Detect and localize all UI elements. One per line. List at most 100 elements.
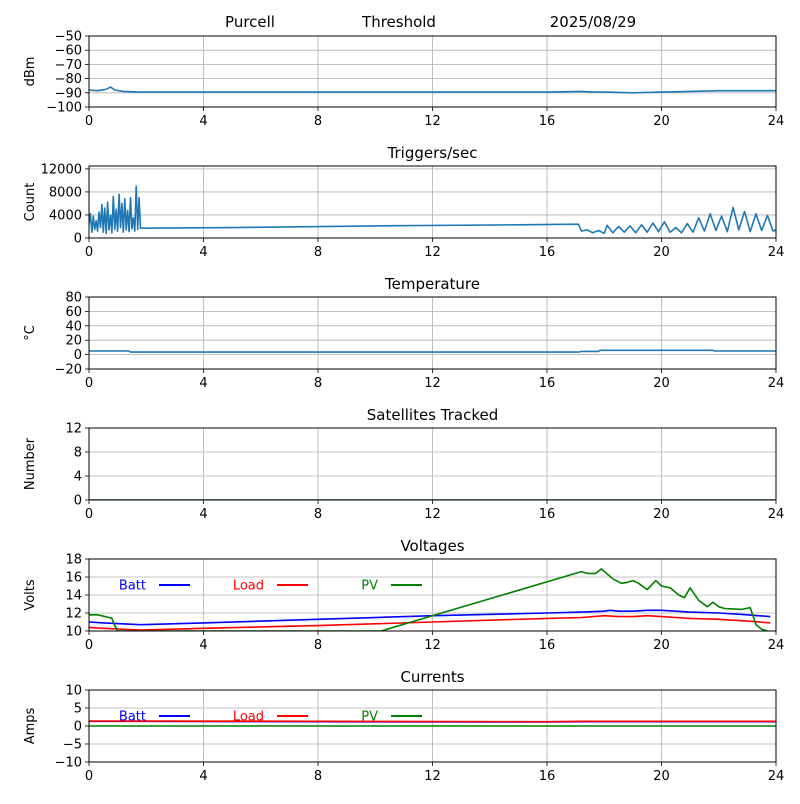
y-tick-label: −10: [55, 756, 82, 771]
x-tick-label: 20: [653, 245, 670, 260]
y-axis-label: dBm: [23, 57, 38, 87]
chart-panel-4: 0 4 8 12 16 20 24 0 4 8 12 Satellites Tracked Number: [23, 406, 784, 522]
y-tick-label: 0: [74, 348, 82, 363]
series-line-1: [89, 185, 776, 235]
x-tick-label: 12: [424, 507, 441, 522]
x-tick-label: 8: [314, 376, 322, 391]
x-tick-label: 0: [85, 507, 93, 522]
x-tick-label: 16: [539, 114, 556, 129]
y-axis-label: Amps: [23, 707, 38, 744]
series-line-1: [89, 349, 776, 353]
y-tick-label: 18: [65, 553, 82, 568]
y-tick-label: 8: [74, 446, 82, 461]
legend-label-batt: Batt: [119, 579, 146, 594]
y-tick-label: 0: [74, 232, 82, 247]
y-tick-label: −60: [55, 44, 82, 59]
x-tick-label: 16: [539, 245, 556, 260]
x-tick-label: 12: [424, 769, 441, 784]
x-tick-label: 16: [539, 638, 556, 653]
x-tick-label: 20: [653, 376, 670, 391]
x-tick-label: 4: [199, 245, 207, 260]
y-tick-label: 20: [65, 334, 82, 349]
x-tick-label: 16: [539, 769, 556, 784]
legend-label-load: Load: [233, 710, 264, 725]
x-tick-label: 0: [85, 769, 93, 784]
chart-panel-2: 0 4 8 12 16 20 24 0 4000 8000 12000 Triggers/sec Cou…: [23, 144, 784, 260]
y-tick-label: 12: [65, 422, 82, 437]
panel-title: Temperature: [384, 275, 480, 293]
x-tick-label: 8: [314, 638, 322, 653]
panel-title: Currents: [400, 668, 464, 686]
y-tick-label: 10: [65, 684, 82, 699]
series-line-1: [89, 86, 776, 94]
y-tick-label: 10: [65, 625, 82, 640]
x-tick-label: 8: [314, 114, 322, 129]
y-axis-label: °C: [23, 325, 38, 341]
panel-title: Satellites Tracked: [367, 406, 498, 424]
y-tick-label: −70: [55, 58, 82, 73]
chart-panel-1: 0 4 8 12 16 20 24 −100−90−80−70−60−50 dBm: [23, 30, 784, 130]
y-tick-label: 12000: [41, 162, 82, 177]
x-tick-label: 0: [85, 376, 93, 391]
x-tick-label: 8: [314, 769, 322, 784]
x-tick-label: 24: [768, 245, 785, 260]
legend-label-pv: PV: [361, 579, 378, 594]
series-group: [89, 86, 776, 94]
y-tick-label: 4: [74, 470, 82, 485]
legend-label-load: Load: [233, 579, 264, 594]
y-tick-label: 16: [65, 571, 82, 586]
x-tick-label: 4: [199, 769, 207, 784]
x-tick-label: 24: [768, 769, 785, 784]
y-tick-label: 60: [65, 305, 82, 320]
y-axis-label: Count: [23, 183, 38, 222]
x-tick-label: 20: [653, 114, 670, 129]
x-tick-label: 0: [85, 245, 93, 260]
y-tick-label: 8000: [49, 185, 82, 200]
y-tick-label: −90: [55, 86, 82, 101]
series-line-pv: [89, 568, 768, 631]
x-tick-label: 20: [653, 769, 670, 784]
y-tick-label: −20: [55, 363, 82, 378]
panel-title: Voltages: [400, 537, 464, 555]
y-tick-label: 4000: [49, 208, 82, 223]
chart-panel-6: 0 4 8 12 16 20 24 −10 −5 0 5 10 Currents Amps Batt Load…: [23, 668, 784, 784]
y-tick-label: 14: [65, 589, 82, 604]
x-tick-label: 8: [314, 507, 322, 522]
series-group: [89, 349, 776, 353]
chart-panel-5: 0 4 8 12 16 20 24 10 12 14 16 18 Voltages Volts Batt Lo…: [23, 537, 784, 653]
y-axis-label: Volts: [23, 579, 38, 611]
series-group: [89, 720, 776, 727]
header-site: Purcell: [225, 13, 275, 31]
x-tick-label: 12: [424, 114, 441, 129]
x-tick-label: 12: [424, 638, 441, 653]
y-tick-label: 0: [74, 494, 82, 509]
x-tick-label: 4: [199, 376, 207, 391]
x-tick-label: 4: [199, 114, 207, 129]
y-tick-label: 80: [65, 291, 82, 306]
y-axis-label: Number: [23, 437, 38, 490]
header-mode: Threshold: [361, 13, 436, 31]
legend-label-batt: Batt: [119, 710, 146, 725]
x-tick-label: 0: [85, 114, 93, 129]
y-tick-label: 5: [74, 702, 82, 717]
series-line-load: [89, 614, 771, 631]
series-group: [89, 568, 771, 631]
y-tick-label: 12: [65, 607, 82, 622]
x-tick-label: 24: [768, 638, 785, 653]
y-tick-label: −100: [46, 101, 82, 116]
panel-title: Triggers/sec: [387, 144, 478, 162]
x-tick-label: 20: [653, 507, 670, 522]
x-tick-label: 12: [424, 245, 441, 260]
series-line-batt: [89, 609, 771, 626]
y-tick-label: −80: [55, 72, 82, 87]
x-tick-label: 4: [199, 638, 207, 653]
x-tick-label: 20: [653, 638, 670, 653]
series-group: [89, 185, 776, 235]
x-tick-label: 0: [85, 638, 93, 653]
x-tick-label: 4: [199, 507, 207, 522]
legend-label-pv: PV: [361, 710, 378, 725]
x-tick-label: 16: [539, 376, 556, 391]
